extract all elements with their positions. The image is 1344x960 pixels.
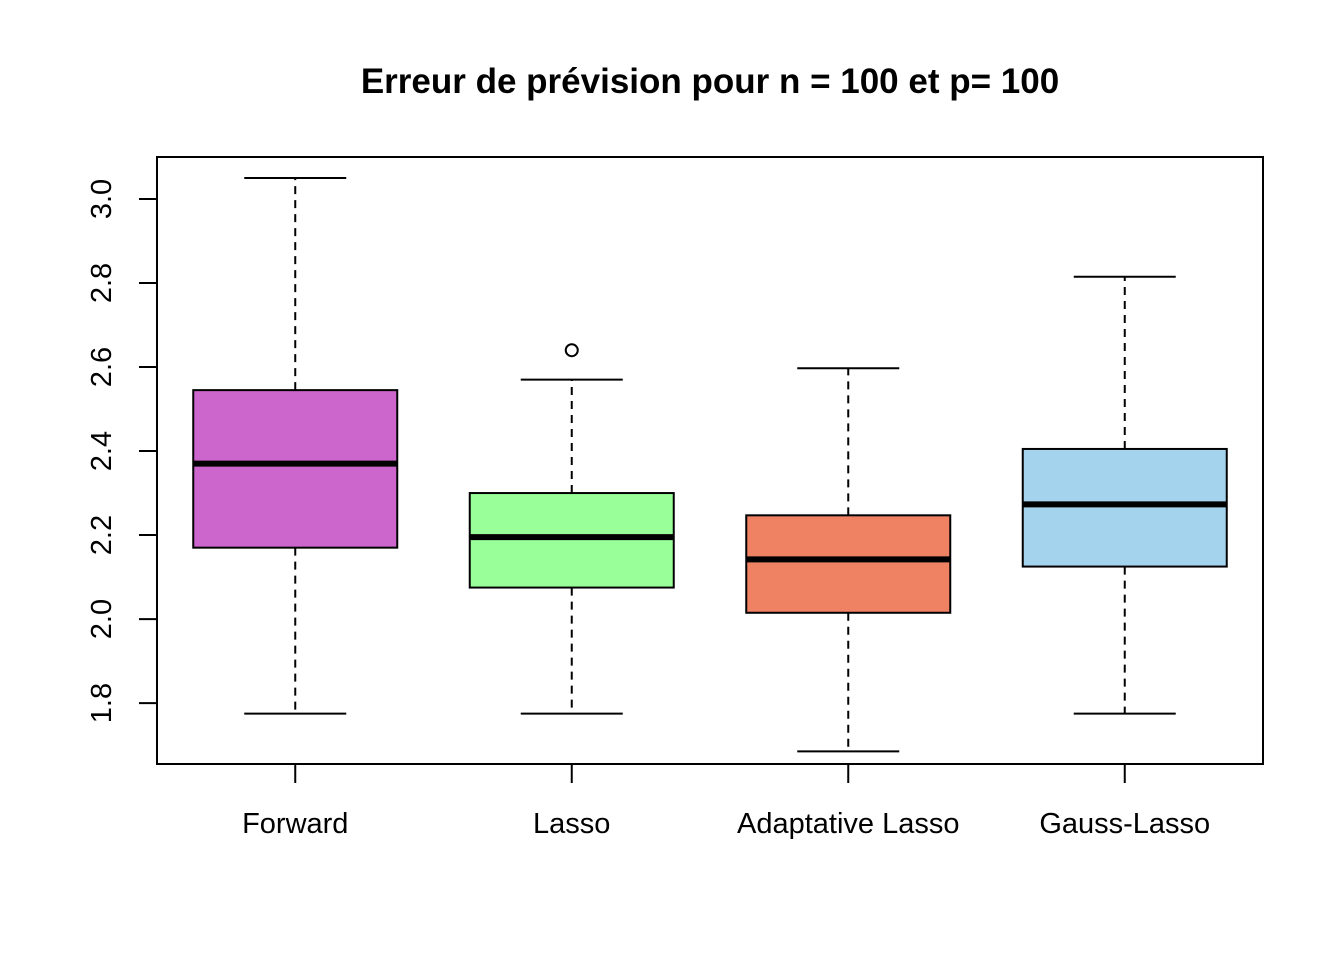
box-group [745,367,952,753]
box [745,514,952,614]
boxes [192,177,1228,753]
y-tick-label: 2.6 [86,347,118,387]
y-tick-label: 2.0 [86,599,118,639]
box [192,389,399,549]
x-tick-label: Lasso [533,808,610,840]
x-tick-label: Forward [242,808,348,840]
box-group [192,177,399,715]
x-tick-label: Adaptative Lasso [737,808,959,840]
box-group [1021,275,1228,715]
box-group [468,343,675,715]
box [1021,447,1228,568]
y-tick-label: 2.2 [86,515,118,555]
y-tick-label: 2.8 [86,263,118,303]
y-tick-label: 2.4 [86,431,118,471]
y-axis: 1.8 2.0 2.2 2.4 2.6 2.8 3.0 [86,179,158,723]
y-tick-label: 3.0 [86,179,118,219]
outlier-point [564,343,579,358]
x-tick-label: Gauss-Lasso [1039,808,1210,840]
box [468,492,675,589]
chart-title: Erreur de prévision pour n = 100 et p= 1… [361,62,1059,101]
y-tick-label: 1.8 [86,683,118,723]
x-axis: Forward Lasso Adaptative Lasso Gauss-Lasso [242,764,1210,840]
